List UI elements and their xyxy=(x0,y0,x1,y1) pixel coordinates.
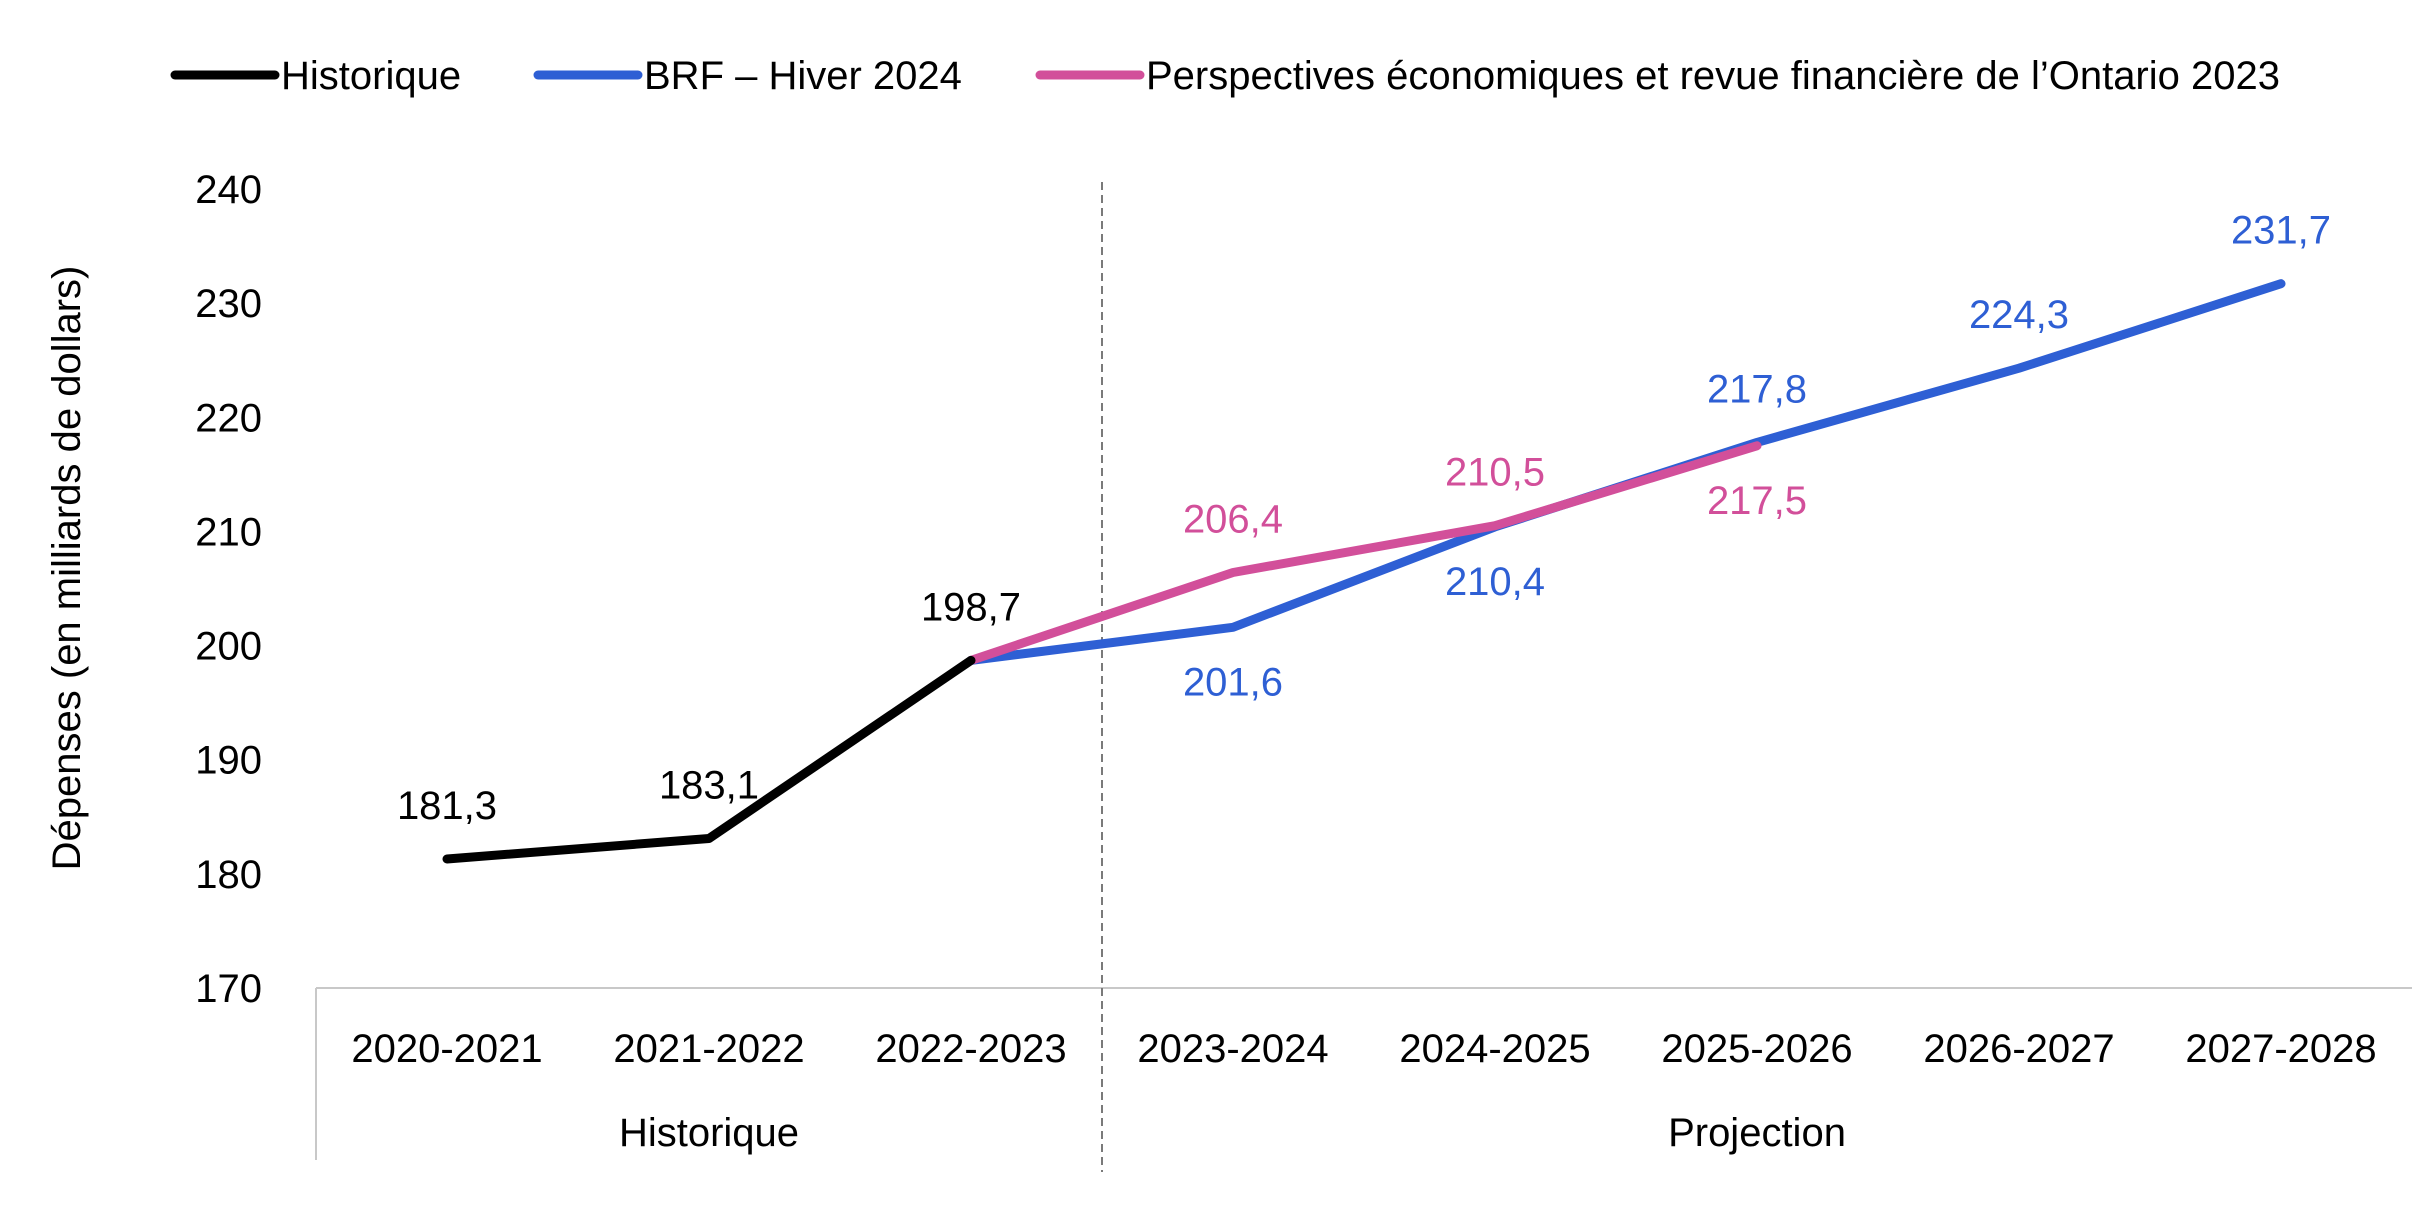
data-label: 183,1 xyxy=(659,763,759,807)
data-labels: 181,3 183,1 198,7 201,6 210,4 217,8 224,3 231,7… xyxy=(397,209,2331,828)
series-line-0 xyxy=(442,655,976,864)
category-label: 2027-2028 xyxy=(2185,1027,2376,1071)
data-label: 201,6 xyxy=(1183,660,1283,704)
y-tick-label: 180 xyxy=(195,853,262,897)
data-label: 210,5 xyxy=(1445,451,1545,495)
series-lines xyxy=(442,279,2286,864)
legend-label: BRF – Hiver 2024 xyxy=(644,54,962,98)
y-tick-label: 210 xyxy=(195,510,262,554)
data-label: 181,3 xyxy=(397,784,497,828)
y-tick-label: 220 xyxy=(195,396,262,440)
category-label: 2022-2023 xyxy=(875,1027,1066,1071)
category-label: 2020-2021 xyxy=(351,1027,542,1071)
group-labels: Historique Projection xyxy=(619,1111,1846,1155)
data-label: 206,4 xyxy=(1183,498,1283,542)
data-label: 198,7 xyxy=(921,585,1021,629)
category-labels: 2020-2021 2021-2022 2022-2023 2023-2024 2024… xyxy=(351,1027,2376,1071)
series-line-2 xyxy=(966,441,1762,665)
data-label: 217,8 xyxy=(1707,367,1807,411)
series-line-1 xyxy=(966,279,2286,665)
y-axis-label: Dépenses (en milliards de dollars) xyxy=(45,266,89,871)
legend: Historique BRF – Hiver 2024 Perspectives é… xyxy=(170,54,2280,98)
data-label: 231,7 xyxy=(2231,209,2331,253)
category-label: 2021-2022 xyxy=(613,1027,804,1071)
category-label: 2026-2027 xyxy=(1923,1027,2114,1071)
legend-label: Perspectives économiques et revue financ… xyxy=(1146,54,2280,98)
group-label: Projection xyxy=(1668,1111,1846,1155)
y-tick-label: 170 xyxy=(195,967,262,1011)
y-tick-label: 240 xyxy=(195,168,262,212)
y-tick-label: 200 xyxy=(195,625,262,669)
legend-label: Historique xyxy=(281,54,461,98)
category-label: 2023-2024 xyxy=(1137,1027,1328,1071)
category-axis xyxy=(315,987,2412,1160)
data-label: 224,3 xyxy=(1969,293,2069,337)
category-label: 2024-2025 xyxy=(1399,1027,1590,1071)
y-tick-label: 230 xyxy=(195,282,262,326)
group-label: Historique xyxy=(619,1111,799,1155)
data-label: 210,4 xyxy=(1445,560,1545,604)
category-label: 2025-2026 xyxy=(1661,1027,1852,1071)
y-tick-label: 190 xyxy=(195,739,262,783)
data-label: 217,5 xyxy=(1707,479,1807,523)
y-axis-ticks: 170 180 190 200 210 220 230 240 xyxy=(195,168,262,1011)
